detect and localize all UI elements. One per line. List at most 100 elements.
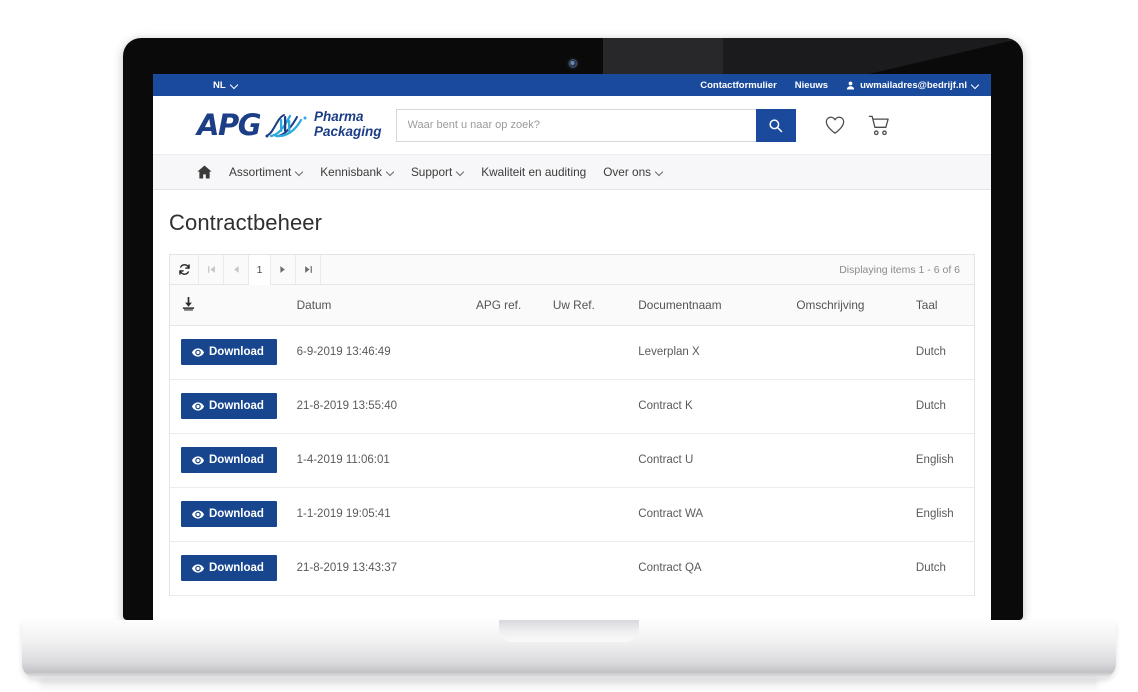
- download-button[interactable]: Download: [181, 501, 277, 527]
- eye-icon: [192, 401, 204, 411]
- cell-download: Download: [170, 325, 291, 380]
- table-header-row: Datum APG ref. Uw Ref. Documentnaam Omsc…: [170, 285, 974, 326]
- shopping-cart-icon[interactable]: [868, 115, 890, 136]
- main-navigation: Assortiment Kennisbank Support Kwaliteit…: [153, 154, 991, 190]
- cell-uw-ref: [546, 325, 633, 380]
- cell-datum: 21-8-2019 13:43:37: [290, 541, 470, 596]
- chevron-down-icon: [296, 169, 303, 176]
- refresh-icon: [178, 264, 190, 275]
- cell-datum: 1-4-2019 11:06:01: [290, 433, 470, 488]
- cell-apg-ref: [469, 379, 547, 434]
- cell-uw-ref: [546, 487, 633, 542]
- last-page-button[interactable]: [296, 254, 321, 285]
- nav-item-support[interactable]: Support: [411, 165, 464, 179]
- chevron-down-icon: [231, 82, 238, 89]
- cell-datum: 6-9-2019 13:46:49: [290, 325, 470, 380]
- next-page-button[interactable]: [271, 254, 296, 285]
- search-button[interactable]: [755, 108, 796, 142]
- logo-tagline-line1: Pharma: [314, 109, 364, 125]
- header-datum[interactable]: Datum: [290, 285, 470, 326]
- nav-item-over-ons[interactable]: Over ons: [603, 165, 663, 179]
- chevron-down-icon: [387, 169, 394, 176]
- download-button-label: Download: [209, 400, 264, 412]
- download-button[interactable]: Download: [181, 393, 277, 419]
- chevron-down-icon: [457, 169, 464, 176]
- cell-download: Download: [170, 541, 291, 596]
- next-page-icon: [280, 266, 285, 273]
- download-all-icon[interactable]: [181, 296, 196, 311]
- nav-item-kwaliteit-en-auditing[interactable]: Kwaliteit en auditing: [481, 165, 586, 179]
- search-input[interactable]: [395, 108, 756, 142]
- cell-datum: 1-1-2019 19:05:41: [290, 487, 470, 542]
- topbar-right: Contactformulier Nieuws uwmailadres@bedr…: [700, 80, 979, 91]
- laptop-base: [22, 620, 1116, 678]
- wishlist-heart-icon[interactable]: [824, 115, 846, 135]
- cell-download: Download: [170, 433, 291, 488]
- grid-pager: 1 Displaying items 1 - 6 of 6: [170, 254, 974, 285]
- contracts-table: Datum APG ref. Uw Ref. Documentnaam Omsc…: [170, 285, 974, 596]
- cell-uw-ref: [546, 379, 633, 434]
- site-logo[interactable]: APG Pharma Packaging: [197, 110, 382, 140]
- news-link[interactable]: Nieuws: [794, 79, 829, 91]
- previous-page-icon: [234, 266, 239, 273]
- header-documentnaam[interactable]: Documentnaam: [632, 285, 791, 326]
- contracts-grid: 1 Displaying items 1 - 6 of 6: [169, 254, 975, 596]
- pager-info-label: Displaying items 1 - 6 of 6: [839, 263, 960, 276]
- download-button[interactable]: Download: [181, 339, 277, 365]
- header-uw-ref[interactable]: Uw Ref.: [546, 285, 633, 326]
- refresh-button[interactable]: [170, 254, 199, 285]
- cell-apg-ref: [469, 433, 547, 488]
- nav-label: Kwaliteit en auditing: [481, 165, 587, 179]
- cell-apg-ref: [469, 541, 547, 596]
- language-label: NL: [213, 79, 226, 91]
- nav-label: Assortiment: [229, 165, 292, 179]
- header-icon-group: [824, 115, 890, 136]
- page-number-1[interactable]: 1: [249, 254, 271, 285]
- first-page-button[interactable]: [199, 254, 224, 285]
- table-row: Download 21-8-2019 13:55:40 Contract K Dutc…: [170, 379, 974, 434]
- table-row: Download 1-1-2019 19:05:41 Contract WA Engl…: [170, 487, 974, 542]
- nav-item-assortiment[interactable]: Assortiment: [229, 165, 303, 179]
- browser-screen: NL Contactformulier Nieuws uwmailadres@b…: [153, 74, 991, 620]
- contact-form-link[interactable]: Contactformulier: [700, 79, 777, 91]
- table-body: Download 6-9-2019 13:46:49 Leverplan X Dutc…: [170, 325, 974, 596]
- search-bar: [395, 108, 796, 142]
- home-icon[interactable]: [197, 165, 212, 179]
- header-apg-ref[interactable]: APG ref.: [469, 285, 547, 326]
- cell-documentnaam: Contract WA: [632, 487, 791, 542]
- previous-page-button[interactable]: [224, 254, 249, 285]
- download-button[interactable]: Download: [181, 447, 277, 473]
- cell-taal: Dutch: [909, 325, 974, 380]
- cell-taal: English: [909, 433, 974, 488]
- cell-taal: English: [909, 487, 974, 542]
- chevron-down-icon: [656, 169, 663, 176]
- nav-label: Support: [410, 165, 453, 179]
- last-page-icon: [304, 266, 312, 273]
- header-omschrijving[interactable]: Omschrijving: [790, 285, 910, 326]
- cell-datum: 21-8-2019 13:55:40: [290, 379, 470, 434]
- eye-icon: [192, 347, 204, 357]
- page-title: Contractbeheer: [169, 210, 323, 235]
- logo-tagline: Pharma Packaging: [314, 110, 382, 139]
- cell-omschrijving: [790, 433, 910, 488]
- cell-download: Download: [170, 487, 291, 542]
- nav-label: Over ons: [603, 165, 652, 179]
- cell-omschrijving: [790, 379, 910, 434]
- language-selector[interactable]: NL: [213, 80, 238, 91]
- nav-item-kennisbank[interactable]: Kennisbank: [320, 165, 394, 179]
- utility-topbar: NL Contactformulier Nieuws uwmailadres@b…: [153, 74, 991, 96]
- logo-wordmark: APG: [197, 107, 262, 142]
- cell-documentnaam: Contract U: [632, 433, 791, 488]
- cell-uw-ref: [546, 541, 633, 596]
- laptop-base-reflection: [40, 678, 1098, 692]
- user-account-menu[interactable]: uwmailadres@bedrijf.nl: [846, 80, 979, 91]
- download-button-label: Download: [209, 562, 264, 574]
- cell-apg-ref: [469, 325, 547, 380]
- user-email-label: uwmailadres@bedrijf.nl: [860, 79, 967, 91]
- logo-tagline-line2: Packaging: [314, 124, 382, 139]
- site-header: APG Pharma Packaging: [153, 96, 991, 154]
- header-taal[interactable]: Taal: [909, 285, 974, 326]
- cell-documentnaam: Leverplan X: [632, 325, 791, 380]
- cell-documentnaam: Contract K: [632, 379, 791, 434]
- download-button[interactable]: Download: [181, 555, 277, 581]
